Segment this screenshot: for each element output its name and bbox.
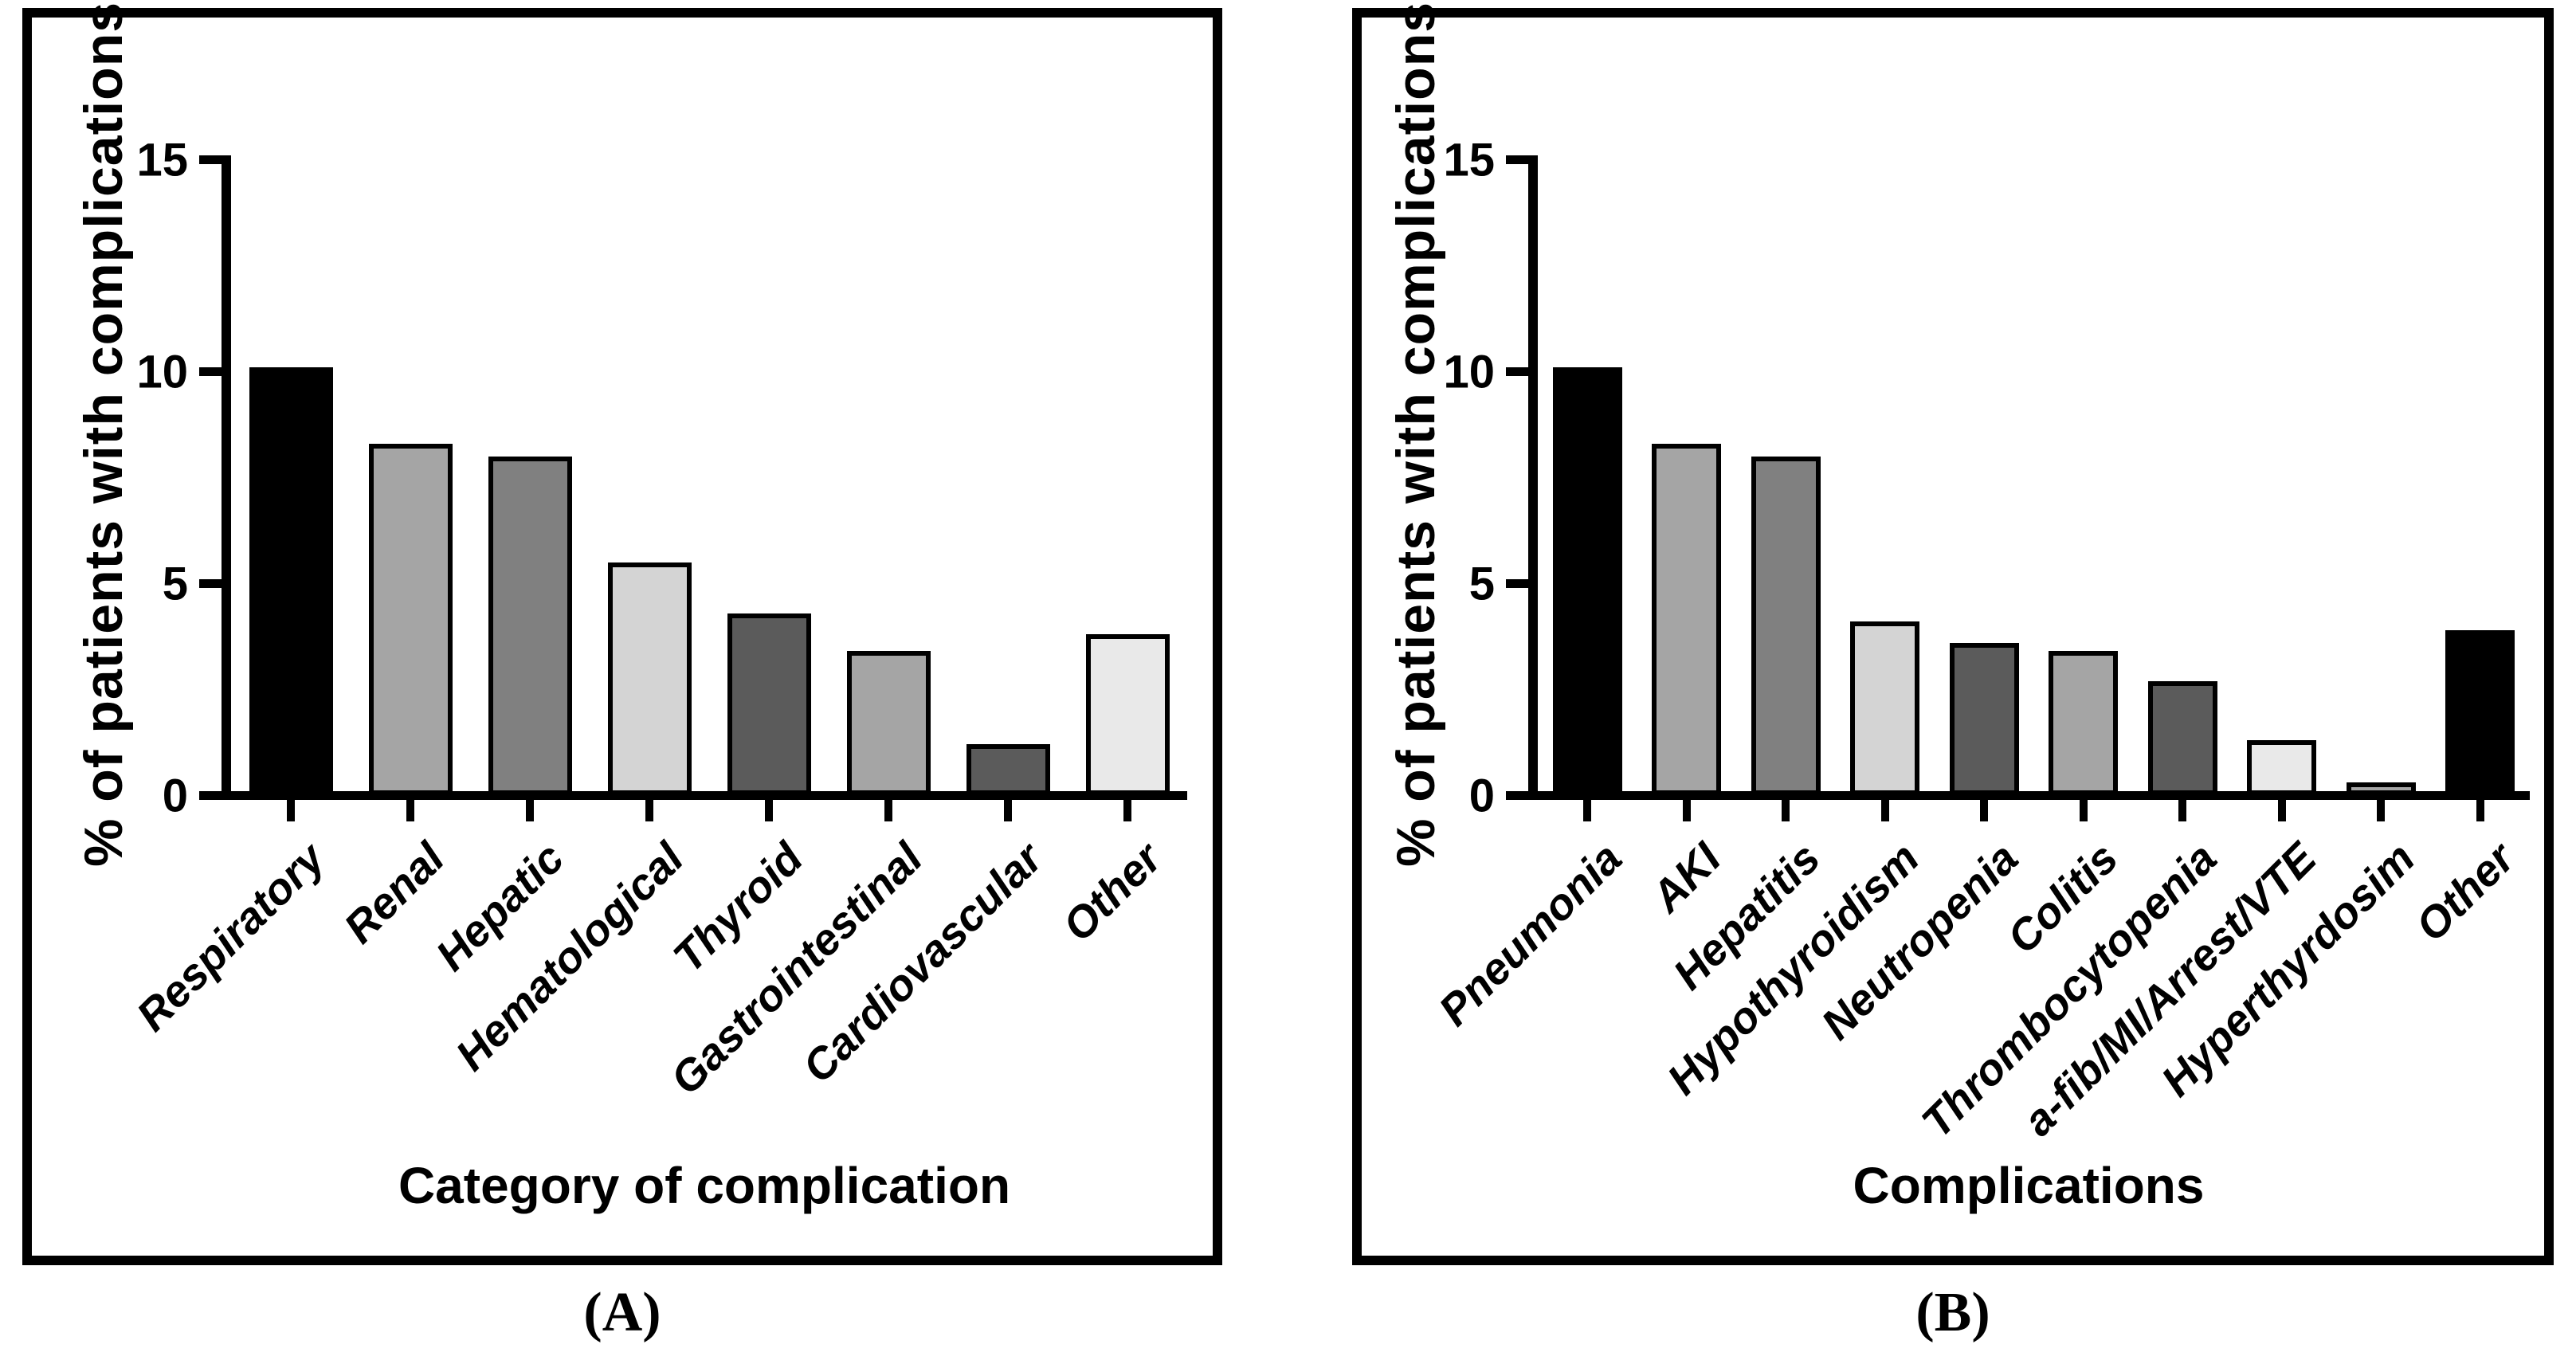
bar <box>2147 680 2217 795</box>
y-tick <box>199 791 222 800</box>
y-tick-label: 5 <box>162 558 188 609</box>
x-axis-baseline <box>222 791 1187 800</box>
x-tick <box>1583 800 1592 821</box>
panel-b-caption: (B) <box>1915 1282 1990 1343</box>
x-category-label: Pneumonia <box>1429 833 1631 1036</box>
y-tick <box>199 579 222 588</box>
x-tick <box>2377 800 2386 821</box>
panel-a-plot-area: 0 5 10 15 Respiratory Renal Hepatic Hematologic… <box>32 18 1213 1256</box>
x-category-label: Other <box>1053 833 1171 951</box>
x-tick <box>645 800 653 821</box>
x-tick <box>2277 800 2286 821</box>
bar <box>607 562 692 795</box>
bar <box>1552 367 1622 795</box>
bar <box>2247 740 2317 795</box>
bar <box>1751 456 1821 795</box>
y-tick <box>199 367 222 376</box>
x-tick <box>1880 800 1889 821</box>
bar <box>727 613 811 795</box>
bar <box>1652 443 1722 795</box>
x-tick <box>884 800 892 821</box>
y-tick-label: 0 <box>162 770 188 821</box>
bar <box>1949 642 2019 795</box>
x-tick <box>1980 800 1989 821</box>
bar <box>368 443 453 795</box>
bar <box>2346 782 2416 795</box>
bar <box>1085 634 1170 795</box>
x-tick <box>526 800 534 821</box>
bar <box>249 367 333 795</box>
x-tick <box>287 800 295 821</box>
bar <box>966 744 1050 795</box>
y-tick-label: 10 <box>1443 346 1495 398</box>
y-tick <box>1506 579 1528 588</box>
bar <box>846 651 931 795</box>
x-category-label: Respiratory <box>127 833 335 1041</box>
x-category-label: Other <box>2405 833 2524 951</box>
x-tick <box>1004 800 1012 821</box>
x-tick <box>2476 800 2484 821</box>
x-tick <box>1682 800 1691 821</box>
x-tick <box>1782 800 1790 821</box>
y-tick <box>1506 155 1528 164</box>
y-tick-label: 15 <box>1443 134 1495 186</box>
bar <box>488 456 572 795</box>
x-axis-baseline <box>1528 791 2530 800</box>
y-tick-label: 10 <box>136 346 188 398</box>
panel-b-plot-area: 0 5 10 15 Pneumonia AKI Hepatitis Hypothyroidis… <box>1362 18 2544 1256</box>
x-tick <box>406 800 414 821</box>
x-tick <box>2178 800 2187 821</box>
x-tick <box>765 800 773 821</box>
panel-a-caption: (A) <box>583 1282 661 1343</box>
bar <box>1850 621 1920 795</box>
y-tick <box>199 155 222 164</box>
y-tick-label: 15 <box>136 134 188 186</box>
y-axis-spine <box>1528 155 1538 800</box>
panel-b-x-axis-title: Complications <box>1853 1157 2205 1214</box>
y-tick <box>1506 367 1528 376</box>
panel-a-x-axis-title: Category of complication <box>398 1157 1011 1214</box>
x-tick <box>1123 800 1131 821</box>
bar <box>2049 651 2119 795</box>
y-axis-spine <box>222 155 231 800</box>
panel-a-category-chart: % of patients with complications 0 5 10 15 R… <box>22 2 1222 1265</box>
bar <box>2445 629 2515 795</box>
y-tick <box>1506 791 1528 800</box>
panel-b-complications-chart: % of patients with complications 0 5 10 15 P… <box>1352 2 2554 1265</box>
y-tick-label: 5 <box>1468 558 1495 609</box>
x-tick <box>2079 800 2088 821</box>
y-tick-label: 0 <box>1468 770 1495 821</box>
